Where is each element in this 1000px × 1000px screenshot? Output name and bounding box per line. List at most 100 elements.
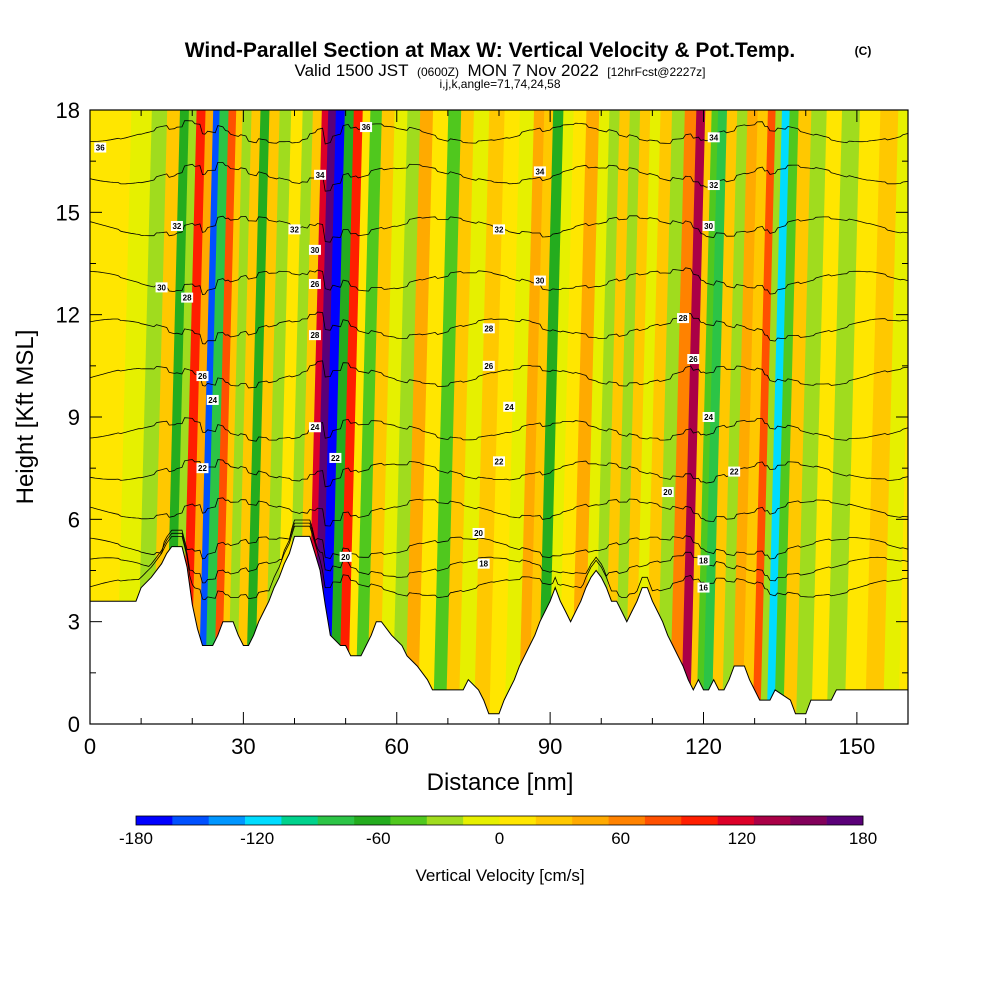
contour-label-bg (360, 122, 373, 133)
colorbar-swatch (245, 816, 282, 825)
x-tick-label: 0 (84, 734, 96, 759)
colorbar-tick-label: -120 (240, 829, 274, 848)
contour-label-bg (308, 422, 321, 433)
contour-label-bg (314, 169, 327, 180)
colorbar-tick-label: 120 (728, 829, 756, 848)
velocity-band (504, 110, 539, 724)
contour-label: 26 (198, 372, 207, 381)
contour-label-bg (533, 166, 546, 177)
colorbar-swatch (790, 816, 827, 825)
theta-contour-30 (90, 267, 908, 295)
contour-label: 32 (290, 225, 299, 234)
contour-label-bg (482, 323, 495, 334)
contour-label: 24 (505, 403, 514, 412)
colorbar-swatch (681, 816, 718, 825)
contour-label: 18 (479, 560, 488, 569)
subtitle-utc: (0600Z) (417, 65, 459, 79)
contour-label: 34 (535, 167, 544, 176)
velocity-band (796, 110, 831, 724)
y-tick-label: 18 (56, 98, 80, 123)
colorbar-tick-label: -180 (119, 829, 153, 848)
contour-label-bg (493, 456, 505, 467)
contour-label: 22 (495, 457, 504, 466)
contour-label: 36 (96, 144, 105, 153)
y-tick-label: 6 (68, 507, 80, 532)
x-axis-label: Distance [nm] (427, 769, 574, 796)
velocity-band (458, 110, 494, 724)
y-axis-label: Height [Kft MSL] (12, 330, 39, 505)
theta-contour-22 (90, 459, 908, 488)
contour-label: 34 (709, 133, 718, 142)
contour-label-bg (728, 466, 741, 477)
contour-label-bg (308, 330, 321, 341)
contour-label-bg (707, 180, 720, 191)
velocity-band (404, 110, 438, 724)
theta-contour-14 (90, 525, 908, 601)
colorbar-swatch (644, 816, 682, 825)
subtitle-indices: i,j,k,angle=71,74,24,58 (439, 77, 560, 91)
contour-label-bg (181, 292, 194, 303)
velocity-band (882, 110, 908, 724)
contour-label: 30 (310, 246, 319, 255)
velocity-band (116, 110, 156, 724)
contour-label: 28 (484, 324, 493, 333)
contour-label-bg (482, 360, 495, 371)
y-tick-label: 12 (56, 303, 80, 328)
colorbar-tick-label: 0 (495, 829, 504, 848)
contour-label-bg (702, 412, 715, 422)
colorbar-swatch (426, 816, 464, 825)
velocity-band (379, 110, 412, 724)
theta-contour-26 (90, 360, 908, 389)
x-axis-ticks: 0 30 60 90 120 150 (84, 110, 909, 759)
colorbar-swatch (717, 816, 755, 825)
contour-label-bg (155, 282, 168, 293)
velocity-band (783, 110, 816, 724)
velocity-band (136, 110, 172, 724)
contour-label: 32 (172, 222, 181, 231)
contour-label: 22 (331, 454, 340, 463)
contour-label-bg (308, 278, 321, 289)
chart-title: Wind-Parallel Section at Max W: Vertical… (185, 39, 796, 62)
contour-label-bg (661, 487, 674, 498)
contour-label-bg (339, 551, 352, 562)
contour-label: 22 (198, 464, 207, 473)
contour-label-bg (308, 244, 321, 255)
colorbar-swatch (499, 816, 537, 825)
velocity-band (826, 110, 865, 724)
contour-label-bg (196, 463, 209, 474)
contour-label-bg (677, 313, 690, 324)
theta-contour-36 (90, 120, 908, 145)
velocity-band (392, 110, 425, 724)
terrain-mask (90, 535, 908, 724)
contour-label-bg (288, 224, 301, 235)
contour-label-bg (170, 220, 183, 231)
velocity-band (417, 110, 453, 724)
copyright-mark: (C) (855, 44, 872, 58)
colorbar-tick-label: -60 (366, 829, 391, 848)
contour-label: 26 (310, 280, 319, 289)
contour-label-bg (503, 401, 516, 412)
contour-label-bg (702, 220, 715, 231)
contour-label-bg (697, 555, 710, 566)
y-tick-label: 15 (56, 200, 80, 225)
colorbar-swatch (317, 816, 355, 825)
theta-contour-28 (90, 311, 908, 345)
subtitle-valid: Valid 1500 JST (295, 61, 409, 80)
colorbar-frame (135, 815, 864, 826)
colorbar-swatch (753, 816, 791, 825)
colorbar-tick-label: 180 (849, 829, 877, 848)
velocity-band (898, 335, 908, 724)
theta-contour-16 (90, 522, 908, 584)
chart-subtitle: Valid 1500 JST (0600Z) MON 7 Nov 2022 [1… (295, 61, 706, 80)
contour-label-bg (477, 558, 490, 569)
contour-label: 36 (362, 123, 371, 132)
velocity-band (865, 110, 903, 724)
x-tick-label: 120 (685, 734, 722, 759)
contour-label: 34 (316, 171, 325, 180)
x-tick-label: 30 (231, 734, 255, 759)
contour-label-bg (533, 275, 546, 286)
colorbar-tick-label: 60 (611, 829, 630, 848)
y-tick-label: 9 (68, 405, 80, 430)
